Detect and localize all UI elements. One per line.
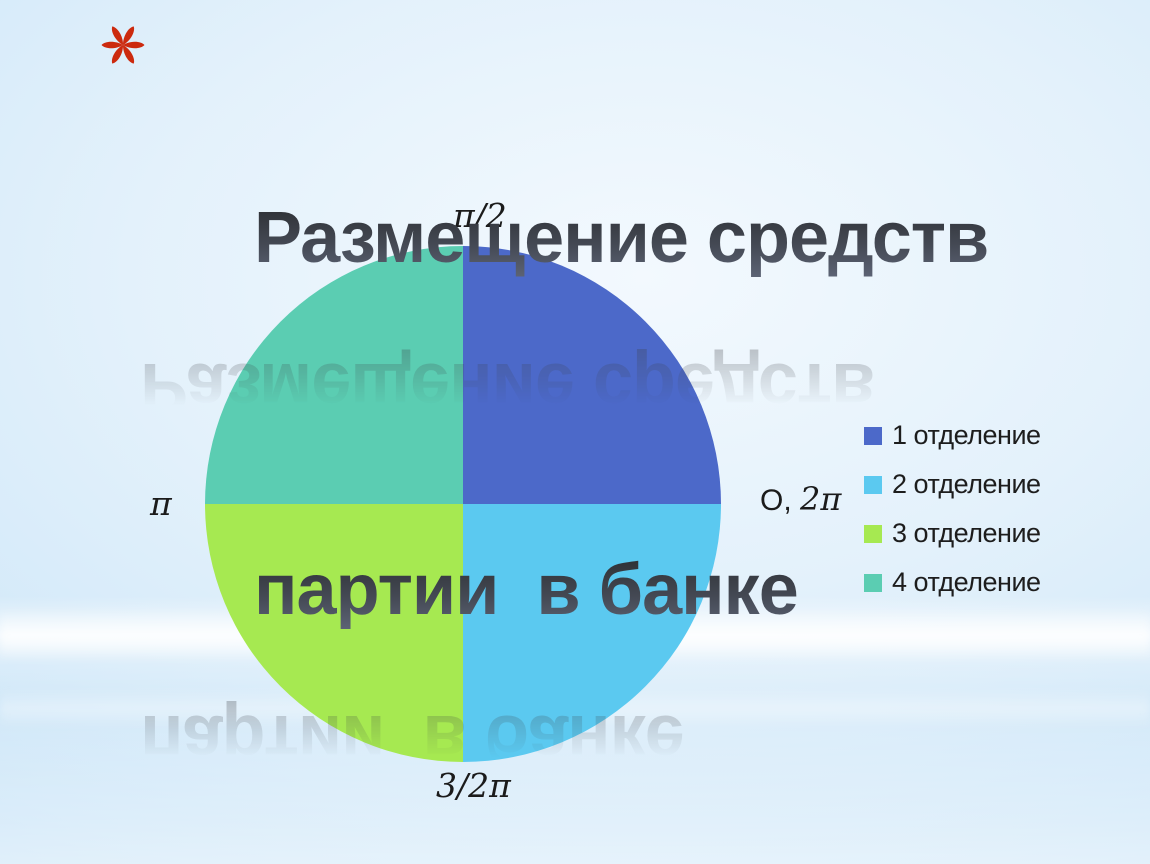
legend-swatch	[864, 426, 882, 445]
pie-angle-label-right-2pi: 2π	[800, 480, 842, 518]
pie-angle-label-bottom: 3/2π	[436, 766, 511, 805]
legend-swatch	[864, 524, 882, 543]
legend-label: 3 отделение	[892, 518, 1041, 548]
chart-legend: 1 отделение 2 отделение 3 отделение 4 отдел…	[864, 420, 1041, 598]
legend-label: 1 отделение	[892, 420, 1041, 450]
slide-title-line-2: партии в банке партии в банке	[140, 370, 1020, 780]
legend-label: 2 отделение	[892, 469, 1041, 499]
legend-label: 4 отделение	[892, 567, 1041, 597]
slide-title-line-1: Размещение средств Размещение средств	[140, 18, 1020, 428]
slide-title: Размещение средств Размещение средств па…	[140, 18, 1020, 780]
pie-angle-label-top: π/2	[453, 196, 507, 235]
slide-title-text-2: партии в банке	[254, 550, 799, 630]
pie-angle-label-left: π	[150, 484, 172, 523]
pie-angle-label-right: O, 2π	[760, 480, 841, 518]
legend-swatch	[864, 573, 882, 592]
legend-swatch	[864, 475, 882, 494]
slide-title-text-1: Размещение средств	[254, 198, 989, 278]
legend-item: 3 отделение	[864, 518, 1041, 549]
asterisk-bullet-icon	[101, 26, 145, 64]
legend-item: 4 отделение	[864, 567, 1041, 598]
legend-item: 2 отделение	[864, 469, 1041, 500]
legend-item: 1 отделение	[864, 420, 1041, 451]
pie-chart	[205, 246, 721, 762]
pie-angle-label-right-origin: O,	[760, 484, 792, 517]
